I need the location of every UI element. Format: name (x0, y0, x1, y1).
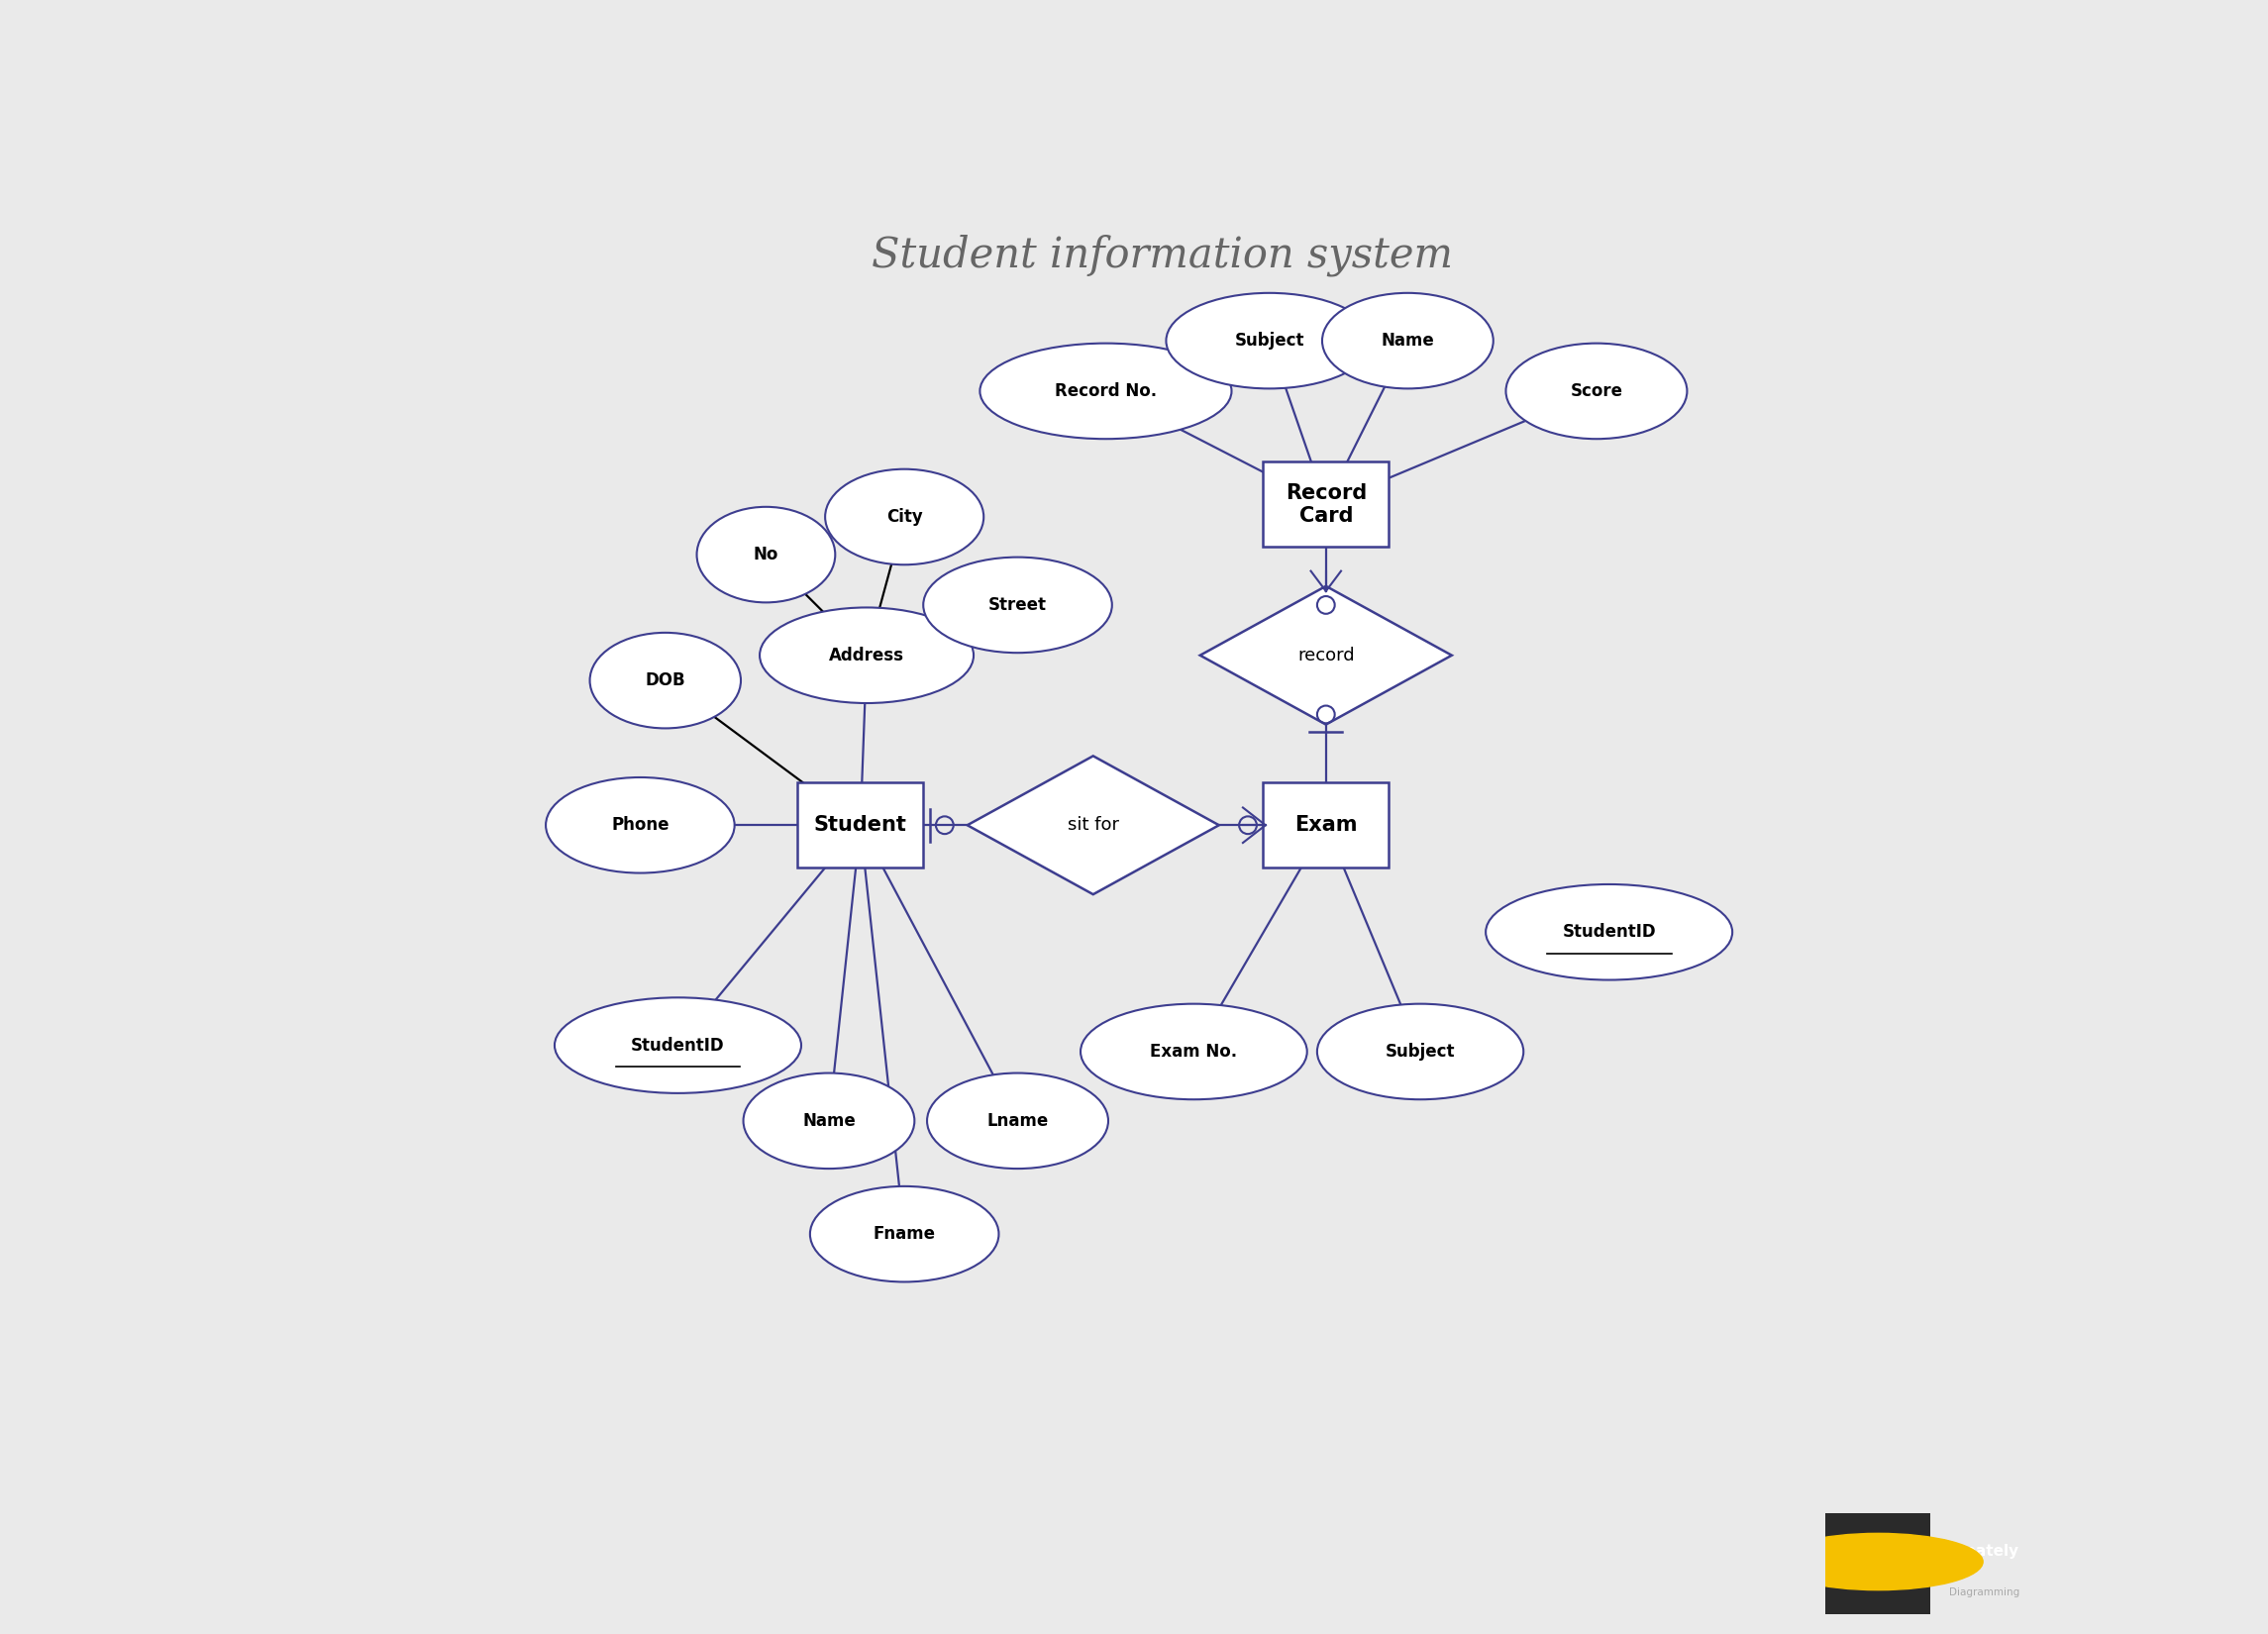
Text: DOB: DOB (644, 672, 685, 690)
Text: Diagramming: Diagramming (1948, 1587, 2021, 1596)
Ellipse shape (556, 997, 801, 1093)
Ellipse shape (810, 1186, 998, 1283)
Text: No: No (753, 546, 778, 564)
Text: Student information system: Student information system (871, 234, 1454, 276)
Polygon shape (968, 757, 1218, 894)
Ellipse shape (1506, 343, 1687, 440)
FancyBboxPatch shape (1263, 461, 1388, 547)
Text: record: record (1297, 647, 1354, 665)
Text: sit for: sit for (1068, 817, 1118, 833)
Ellipse shape (1166, 292, 1372, 389)
Ellipse shape (928, 1074, 1109, 1168)
Text: Subject: Subject (1386, 1042, 1456, 1060)
Text: Subject: Subject (1234, 332, 1304, 350)
Ellipse shape (1322, 292, 1492, 389)
Ellipse shape (744, 1074, 914, 1168)
Text: Street: Street (989, 596, 1048, 614)
Ellipse shape (1318, 1003, 1524, 1100)
Ellipse shape (826, 469, 984, 565)
FancyBboxPatch shape (1826, 1513, 1930, 1614)
Ellipse shape (696, 507, 835, 603)
Ellipse shape (980, 343, 1232, 440)
Text: Exam No.: Exam No. (1150, 1042, 1238, 1060)
Ellipse shape (1486, 884, 1733, 980)
Text: Record
Card: Record Card (1286, 484, 1368, 526)
Text: Lname: Lname (987, 1111, 1048, 1129)
Text: Fname: Fname (873, 1226, 937, 1243)
Text: StudentID: StudentID (1563, 923, 1656, 941)
Ellipse shape (760, 608, 973, 703)
FancyBboxPatch shape (1263, 783, 1388, 868)
Text: City: City (887, 508, 923, 526)
Text: creately: creately (1948, 1544, 2019, 1559)
Text: StudentID: StudentID (631, 1036, 726, 1054)
Text: Name: Name (1381, 332, 1433, 350)
Text: Address: Address (830, 647, 905, 665)
Circle shape (1774, 1533, 1982, 1590)
Text: Score: Score (1569, 382, 1622, 400)
Ellipse shape (1080, 1003, 1306, 1100)
Ellipse shape (547, 778, 735, 873)
Text: Student: Student (814, 815, 907, 835)
Text: Phone: Phone (610, 817, 669, 833)
Text: Name: Name (803, 1111, 855, 1129)
Text: Exam: Exam (1295, 815, 1356, 835)
Ellipse shape (923, 557, 1111, 654)
Text: Record No.: Record No. (1055, 382, 1157, 400)
FancyBboxPatch shape (798, 783, 923, 868)
Ellipse shape (590, 632, 742, 729)
Polygon shape (1200, 587, 1452, 724)
